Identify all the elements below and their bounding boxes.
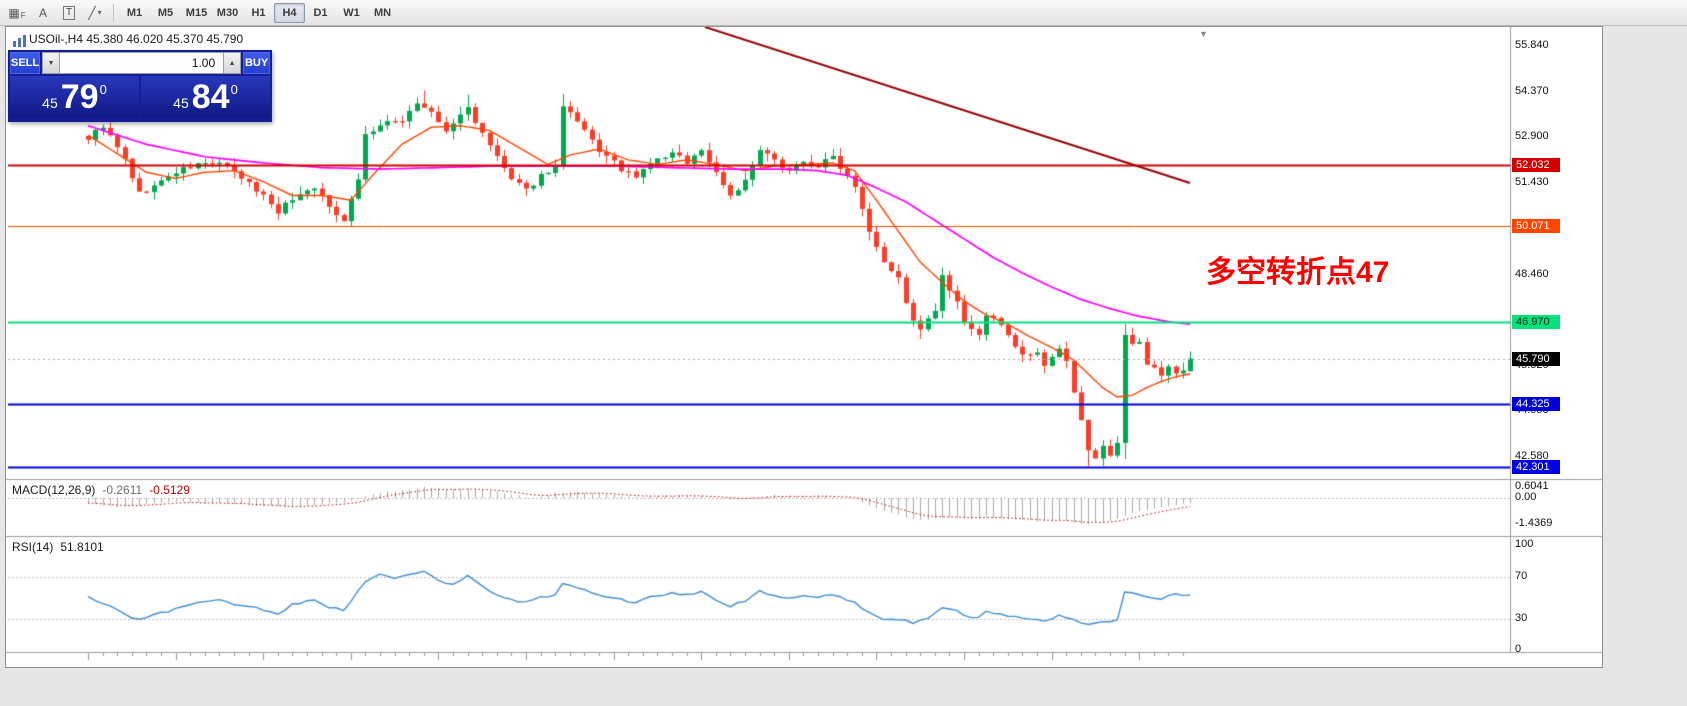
rsi-value: 51.8101 [60,540,104,554]
sell-price-sup: 0 [99,81,107,97]
volume-decrease-button[interactable]: ▼ [42,52,61,74]
buy-price-sup: 0 [230,81,238,97]
macd-name: MACD(12,26,9) [12,483,96,497]
buy-price-prefix: 45 [173,95,189,111]
caret-down-icon: ▼ [47,59,55,67]
timeframe-m1[interactable]: M1 [119,3,150,23]
sell-price[interactable]: 45 79 0 [10,76,139,118]
grid-icon: ▦ [8,5,20,20]
timeframe-m5[interactable]: M5 [150,3,181,23]
toolbar-separator [113,3,114,22]
sell-price-big: 79 [60,78,99,116]
buy-price[interactable]: 45 84 0 [141,76,270,118]
timeframe-h4[interactable]: H4 [274,2,305,23]
chart-window-icon [13,34,26,52]
sell-price-prefix: 45 [42,95,58,111]
grid-icon-sub: F [20,11,26,20]
price-chart-canvas[interactable] [6,27,1602,667]
buy-price-big: 84 [191,78,230,116]
chart-window: USOil-,H4 45.380 46.020 45.370 45.790 ▼ … [5,26,1603,668]
macd-indicator-label: MACD(12,26,9) -0.2611 -0.5129 [12,483,190,497]
chart-shift-icon[interactable]: ▼ [1199,29,1208,39]
rsi-indicator-label: RSI(14) 51.8101 [12,540,104,554]
chart-annotation[interactable]: 多空转折点47 [1206,256,1390,289]
caret-up-icon: ▲ [228,59,236,67]
tick-grid-button[interactable]: ▦ F [4,2,30,24]
volume-control: ▼ ▲ [42,52,242,74]
trade-prices-row: 45 79 0 45 84 0 [8,76,272,120]
volume-increase-button[interactable]: ▲ [223,52,242,74]
cursor-icon: A [38,5,47,20]
timeframe-m30[interactable]: M30 [212,3,243,23]
timeframe-w1[interactable]: W1 [336,3,367,23]
one-click-trading-panel: SELL ▼ ▲ BUY 45 79 0 45 84 0 [8,50,272,122]
rsi-name: RSI(14) [12,540,54,554]
volume-input[interactable] [60,52,224,74]
chevron-down-icon: ▾ [97,8,102,17]
timeframe-m15[interactable]: M15 [181,3,212,23]
chart-title: USOil-,H4 45.380 46.020 45.370 45.790 [29,32,244,46]
cursor-tool-button[interactable]: A [30,2,56,24]
buy-button[interactable]: BUY [243,52,270,74]
timeframe-d1[interactable]: D1 [305,3,336,23]
trendline-icon: ╱ [88,5,96,20]
text-label-button[interactable]: T [56,2,82,24]
text-icon: T [62,5,76,20]
macd-value-signal: -0.5129 [149,483,190,497]
trade-controls-row: SELL ▼ ▲ BUY [8,50,272,76]
macd-value-main: -0.2611 [102,483,143,497]
draw-tools-button[interactable]: ╱ ▾ [82,2,108,24]
main-toolbar: ▦ F A T ╱ ▾ M1 M5 M15 M30 H1 H4 D1 W1 MN [0,0,1687,26]
timeframe-mn[interactable]: MN [367,3,398,23]
timeframe-h1[interactable]: H1 [243,3,274,23]
sell-button[interactable]: SELL [10,52,41,74]
